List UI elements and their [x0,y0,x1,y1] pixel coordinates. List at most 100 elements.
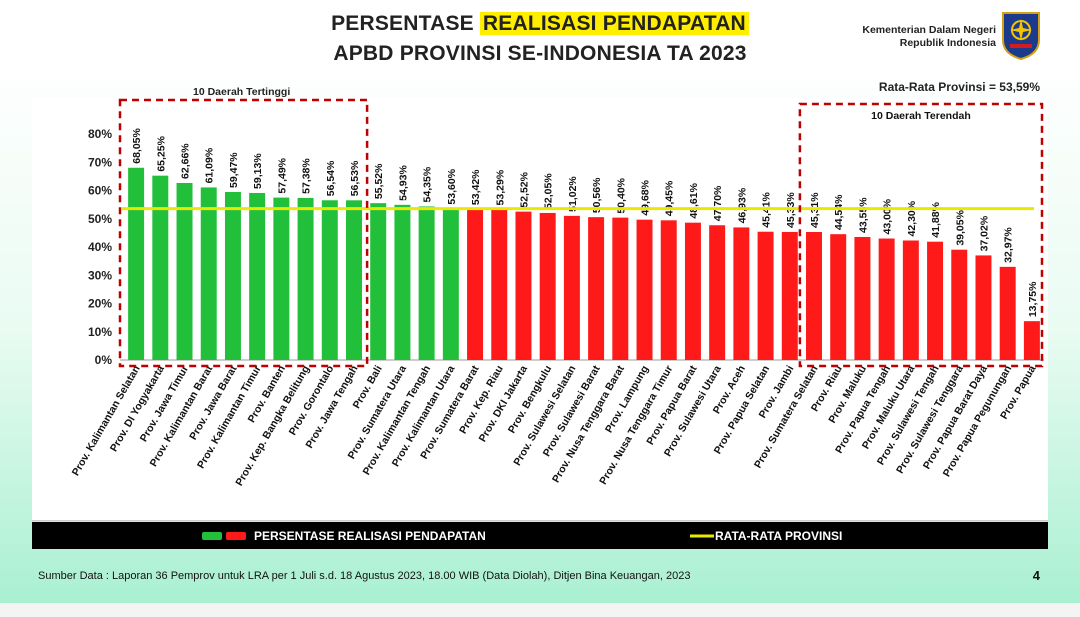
ministry-logo-icon [1002,12,1040,60]
y-tick-label: 30% [88,268,112,282]
bar-37 [999,266,1016,360]
y-tick-label: 70% [88,155,112,169]
value-label: 54,93% [397,165,409,201]
y-tick-label: 20% [88,297,112,311]
bottom10-box [798,102,1044,368]
title-pre: PERSENTASE [331,12,480,35]
page-number: 4 [1032,568,1040,583]
y-tick-label: 50% [88,212,112,226]
value-label: 68,05% [131,127,143,163]
bar-3 [176,182,193,360]
bar-10 [346,200,362,360]
y-tick-label: 40% [88,240,112,254]
bar-21 [612,217,629,360]
chart-title-line1: PERSENTASE REALISASI PENDAPATAN [0,12,1080,36]
bar-30 [830,234,847,360]
ministry-line2: Republik Indonesia [899,37,996,49]
source-note: Sumber Data : Laporan 36 Pemprov untuk L… [38,570,691,582]
value-label: 52,05% [543,173,555,209]
value-label: 46,93% [736,187,748,223]
value-label: 48,61% [688,182,700,218]
value-label: 37,02% [978,215,990,251]
legend-line-label: RATA-RATA PROVINSI [715,529,843,543]
bar-35 [951,249,968,360]
value-label: 49,45% [664,180,676,216]
bar-34 [927,241,944,360]
bar-4 [200,187,217,360]
bottom10-label: 10 Daerah Terendah [871,110,971,122]
bar-27 [757,231,774,360]
value-label: 43,55% [857,197,869,233]
value-label: 59,13% [252,153,264,189]
value-label: 50,40% [615,177,627,213]
value-label: 54,35% [422,166,434,202]
value-label: 51,02% [567,176,579,212]
bar-13 [418,206,435,360]
value-label: 62,66% [180,143,192,179]
bar-2 [152,175,169,360]
bar-25 [709,225,726,360]
bar-23 [660,220,677,360]
average-annotation: Rata-Rata Provinsi = 53,59% [878,80,1040,94]
y-tick-label: 0% [95,353,113,367]
bar-16 [491,209,508,360]
bottom-strip [0,603,1080,617]
bar-19 [563,215,580,360]
bar-8 [297,197,314,360]
chart-title-line2: APBD PROVINSI SE-INDONESIA TA 2023 [333,42,747,65]
bar-26 [733,227,750,360]
bar-15 [467,209,484,360]
value-label: 61,09% [204,147,216,183]
value-label: 56,53% [349,160,361,196]
ministry-name: Kementerian Dalam Negeri Republik Indone… [862,24,996,50]
bar-1 [128,167,145,360]
legend [32,522,1048,549]
ministry-line1: Kementerian Dalam Negeri [862,24,996,36]
bar-chart: 0%10%20%30%40%50%60%70%80% 68,05%Prov. Ka… [70,98,1044,488]
value-label: 47,70% [712,185,724,221]
value-label: 39,05% [954,209,966,245]
bar-24 [684,222,701,360]
bar-9 [321,200,338,360]
value-label: 32,97% [1003,227,1015,263]
bar-32 [878,238,895,360]
value-label: 65,25% [155,135,167,171]
bar-17 [515,211,532,360]
y-tick-label: 10% [88,325,112,339]
value-label: 56,54% [325,160,337,196]
bar-33 [902,240,919,360]
bar-22 [636,219,653,360]
y-tick-label: 60% [88,184,112,198]
bar-38 [1023,321,1040,360]
value-label: 49,68% [640,179,652,215]
value-label: 43,00% [882,198,894,234]
value-label: 53,29% [494,169,506,205]
chart-area: 0% 10% 20% 30% 40% 50% 60% 70% 80% 68,05% Prov. Ka… [32,98,1048,521]
legend-line-swatch [690,534,714,538]
bar-5 [224,191,241,360]
value-label: 57,49% [276,157,288,193]
bar-29 [806,231,822,360]
value-label: 59,47% [228,152,240,188]
top10-box [118,98,369,368]
value-label: 50,56% [591,177,603,213]
value-label: 41,88% [930,201,942,237]
bar-20 [588,217,605,360]
value-label: 42,30% [906,200,918,236]
value-label: 55,52% [373,163,385,199]
value-label: 53,42% [470,169,482,205]
legend-red-swatch [226,532,246,540]
value-label: 52,52% [518,171,530,207]
bar-31 [854,236,871,360]
bar-18 [539,212,556,360]
bar-28 [781,231,798,360]
value-label: 57,38% [301,158,313,194]
title-highlight: REALISASI PENDAPATAN [479,12,749,35]
bar-12 [394,204,411,360]
y-tick-label: 80% [88,127,112,141]
legend-swatches [202,532,246,540]
bar-7 [273,197,290,360]
top10-label: 10 Daerah Tertinggi [193,86,291,98]
value-label: 13,75% [1027,281,1039,317]
legend-green-swatch [202,532,222,540]
